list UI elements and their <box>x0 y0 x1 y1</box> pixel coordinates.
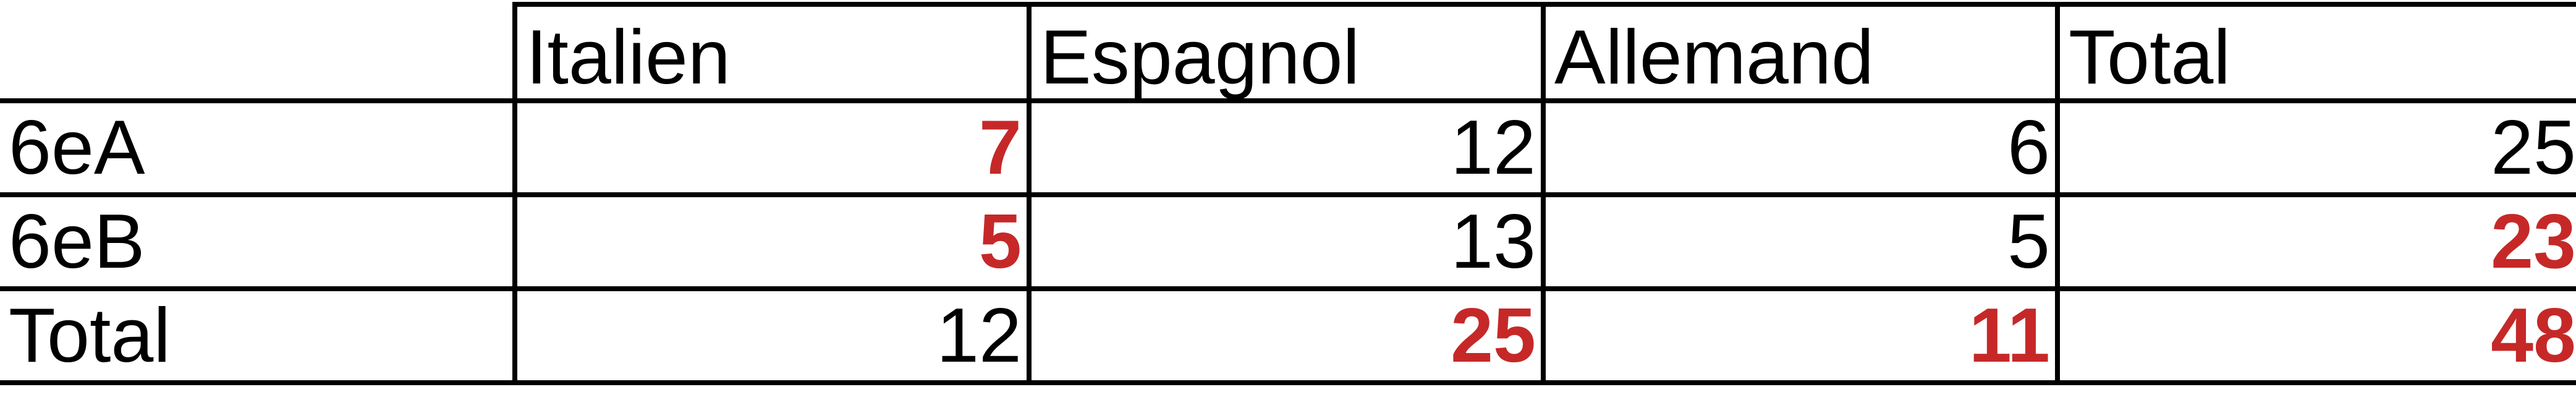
table-cell: 5 <box>1541 192 2060 291</box>
table-cell: 12 <box>512 286 1032 385</box>
table-cell: 48 <box>2055 286 2576 385</box>
column-header-total: Total <box>2055 2 2576 103</box>
row-label: 6eA <box>0 98 517 197</box>
table-row-total: Total 12 25 11 48 <box>0 286 2576 385</box>
table-cell: 11 <box>1541 286 2060 385</box>
row-label: Total <box>0 286 517 385</box>
table-cell: 23 <box>2055 192 2576 291</box>
header-row: Italien Espagnol Allemand Total <box>0 2 2576 103</box>
table-row: 6eA 7 12 6 25 <box>0 98 2576 197</box>
column-header-espagnol: Espagnol <box>1027 2 1546 103</box>
row-label: 6eB <box>0 192 517 291</box>
table-cell: 7 <box>512 98 1032 197</box>
data-table: Italien Espagnol Allemand Total 6eA 7 12… <box>0 2 2576 385</box>
table-cell: 25 <box>2055 98 2576 197</box>
table-cell: 12 <box>1027 98 1546 197</box>
column-header-allemand: Allemand <box>1541 2 2060 103</box>
corner-cell <box>0 4 517 103</box>
table-cell: 13 <box>1027 192 1546 291</box>
table-cell: 5 <box>512 192 1032 291</box>
table-row: 6eB 5 13 5 23 <box>0 192 2576 291</box>
table-cell: 6 <box>1541 98 2060 197</box>
table-cell: 25 <box>1027 286 1546 385</box>
column-header-italien: Italien <box>512 2 1032 103</box>
